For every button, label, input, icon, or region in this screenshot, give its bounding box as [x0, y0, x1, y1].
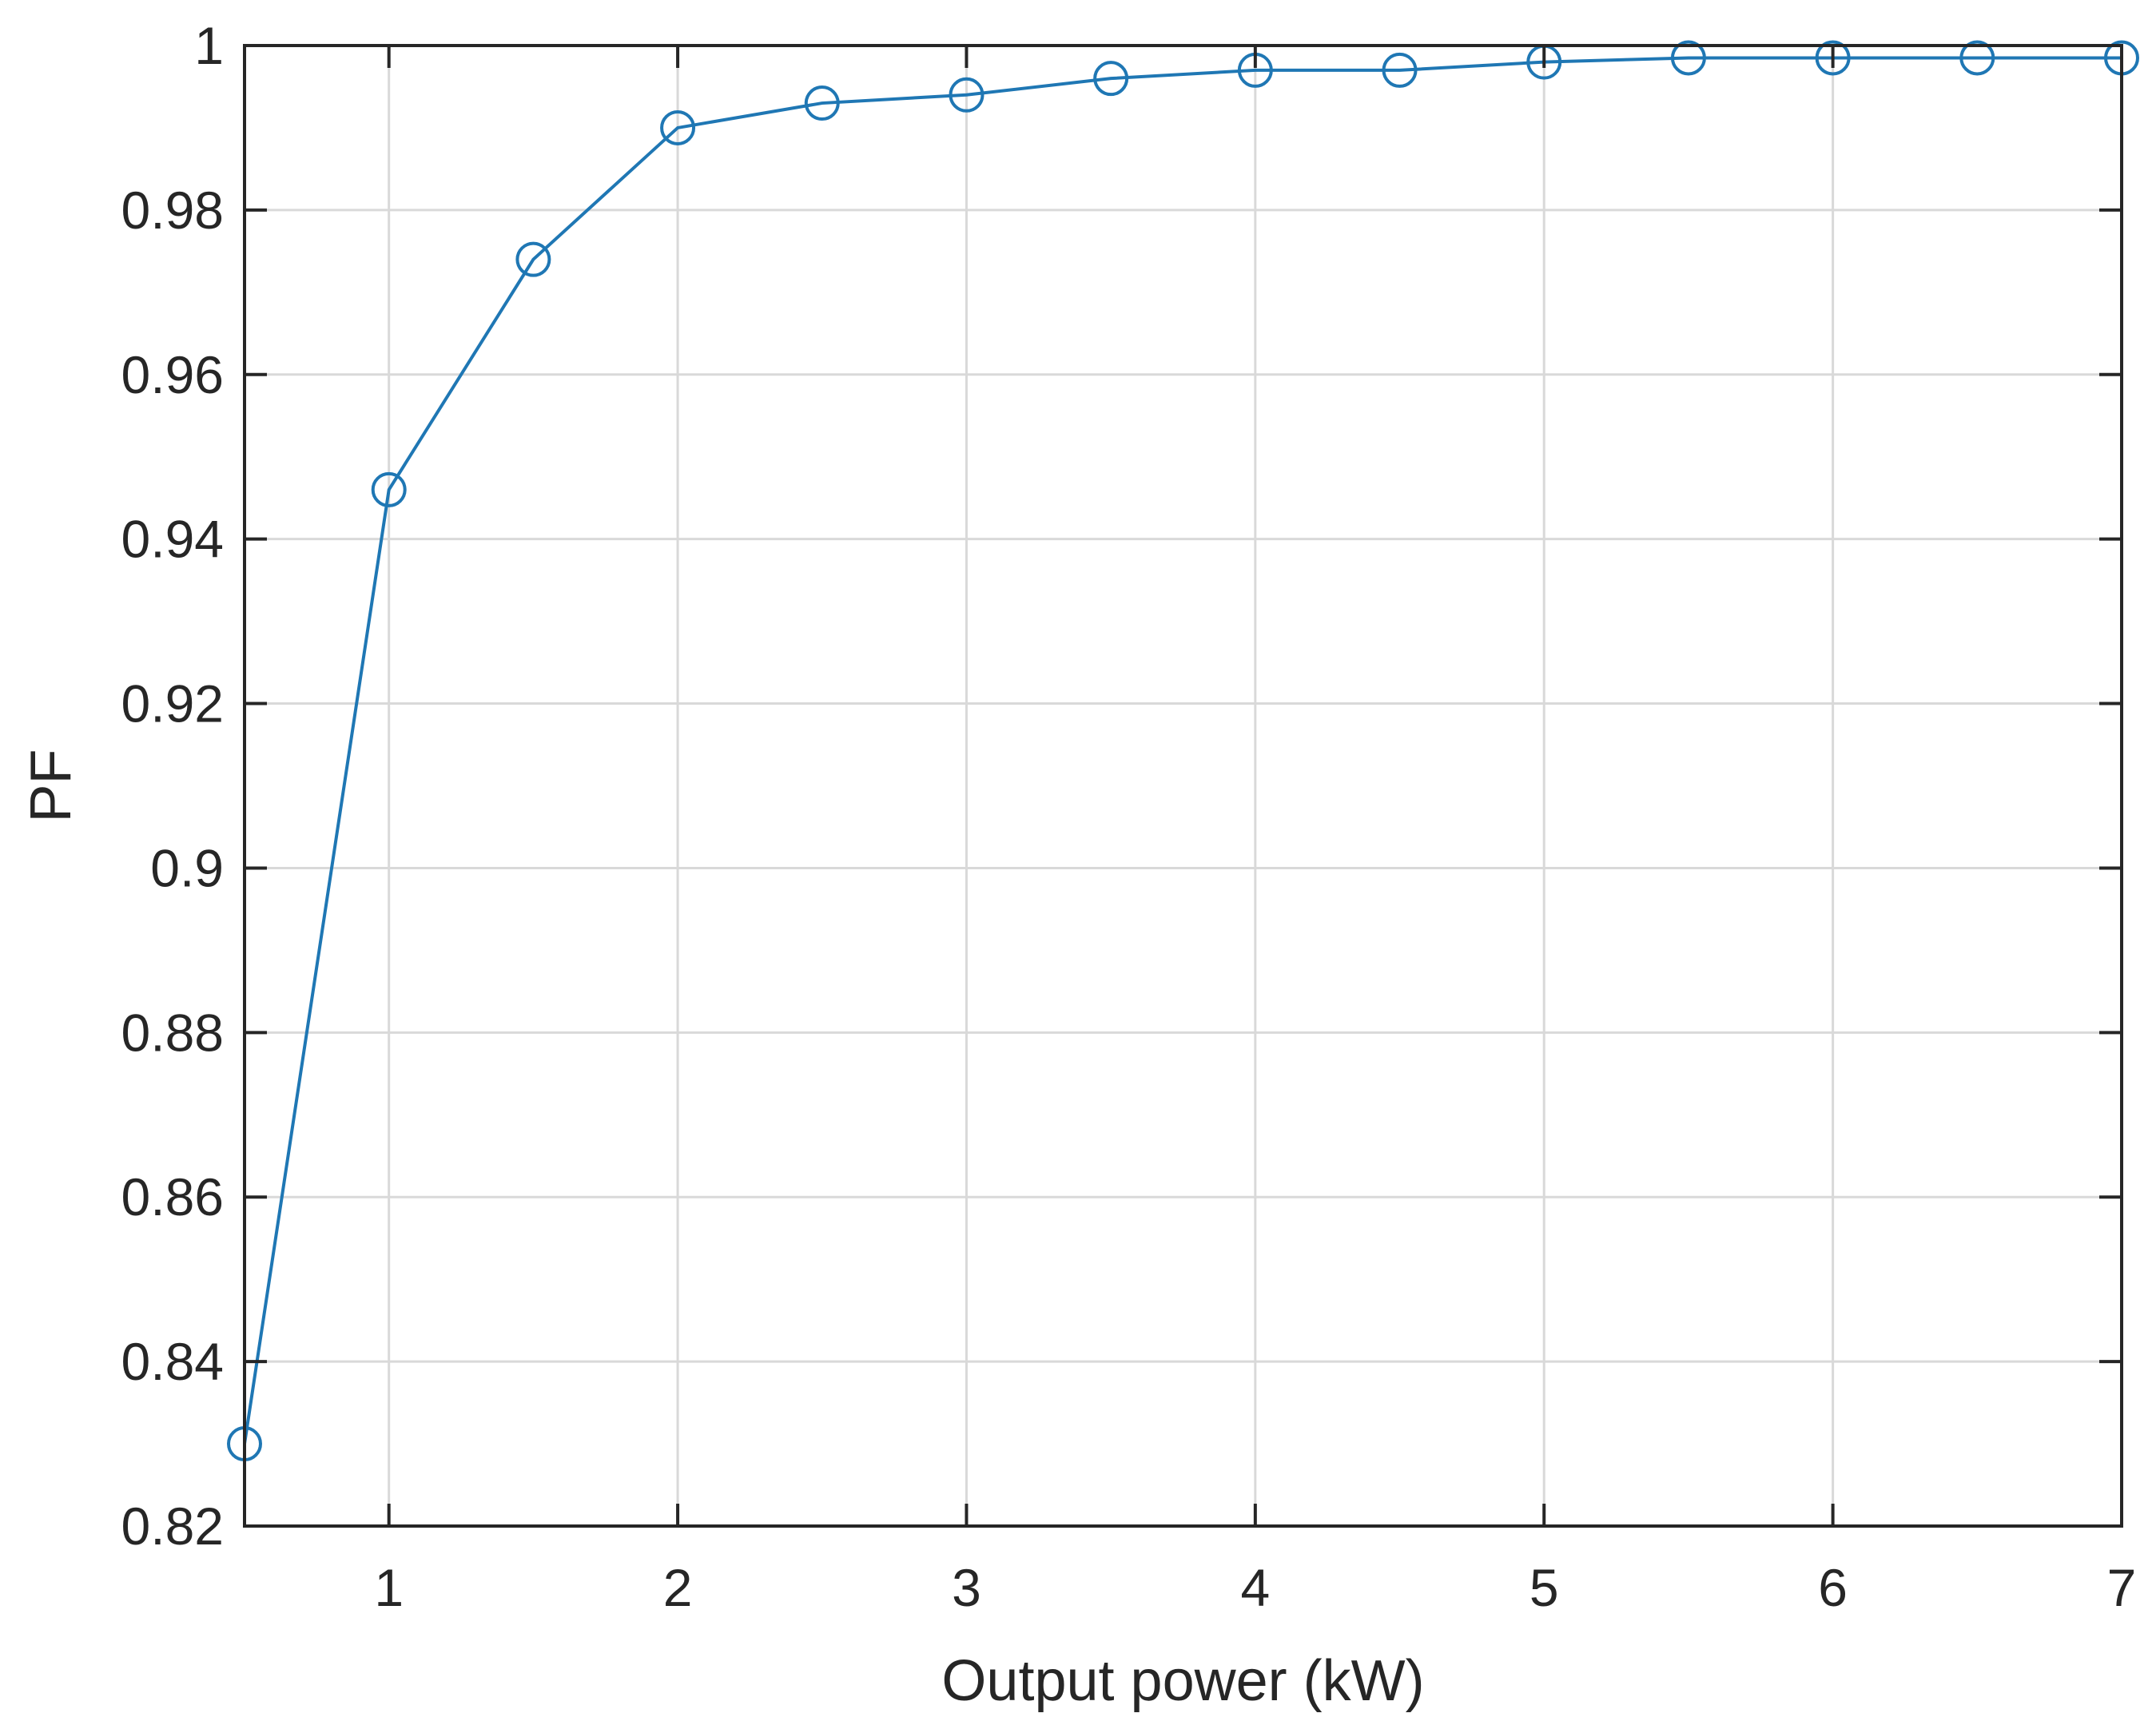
y-tick-label: 0.92 [121, 674, 224, 733]
data-point-marker [660, 109, 696, 145]
x-axis-label: Output power (kW) [941, 1649, 1424, 1713]
y-tick-label: 1 [194, 16, 224, 75]
series-layer [227, 40, 2139, 1462]
y-tick-label: 0.86 [121, 1167, 224, 1226]
x-tick-label: 5 [1529, 1558, 1559, 1617]
data-point-marker [371, 471, 407, 507]
y-tick-label: 0.82 [121, 1496, 224, 1556]
data-point-marker [1670, 40, 1706, 76]
y-tick-label: 0.96 [121, 345, 224, 404]
y-tick-label: 0.98 [121, 181, 224, 240]
y-tick-label: 0.94 [121, 510, 224, 569]
tick-marks [245, 44, 2123, 1528]
data-point-marker [949, 77, 985, 113]
data-point-marker [1093, 61, 1129, 97]
series-line [243, 56, 2122, 1445]
data-point-marker [804, 85, 840, 121]
plot-frame [243, 44, 2123, 1528]
x-tick-label: 3 [952, 1558, 981, 1617]
y-tick-label: 0.84 [121, 1332, 224, 1391]
y-tick-label: 0.88 [121, 1003, 224, 1062]
x-tick-label: 7 [2107, 1558, 2137, 1617]
y-axis-label: PF [19, 749, 83, 822]
x-tick-label: 4 [1240, 1558, 1270, 1617]
y-tick-label: 0.9 [150, 838, 224, 897]
x-tick-label: 2 [663, 1558, 693, 1617]
data-point-marker [1815, 40, 1851, 76]
x-tick-label: 1 [374, 1558, 404, 1617]
x-tick-label: 6 [1818, 1558, 1848, 1617]
data-point-marker [1959, 40, 1995, 76]
tick-labels: 1 2 3 4 5 6 7 0.82 0.84 0.86 0.88 0.9 0.92 0.94 0.96 0.… [121, 16, 2137, 1617]
data-point-marker [1382, 52, 1418, 88]
data-point-marker [515, 241, 551, 277]
